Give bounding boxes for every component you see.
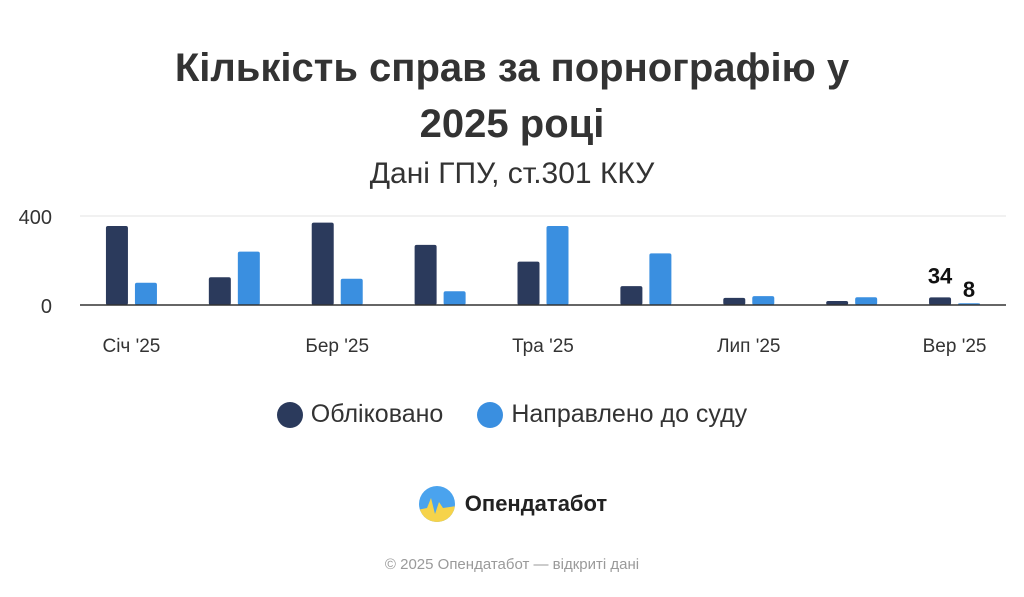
x-tick-label: Тра '25: [512, 336, 574, 357]
data-label: 8: [963, 277, 975, 302]
bar-registered: [929, 297, 952, 305]
bar-sent-to-court: [340, 278, 363, 305]
legend-label-registered: Обліковано: [310, 400, 444, 428]
legend-item-sent-to-court[interactable]: Направлено до суду: [477, 400, 747, 429]
opendatabot-logo-icon: [418, 486, 455, 522]
bar-sent-to-court: [649, 253, 672, 305]
bar-sent-to-court: [546, 226, 569, 305]
legend-label-sent-to-court: Направлено до суду: [511, 400, 748, 428]
bar-sent-to-court: [855, 297, 878, 305]
legend-marker-sent-to-court: [477, 401, 504, 428]
bar-sent-to-court: [443, 291, 466, 305]
legend-marker-registered: [276, 401, 303, 428]
chart-subtitle: Дані ГПУ, ст.301 ККУ: [369, 157, 655, 190]
bar-registered: [311, 222, 334, 305]
bar-registered: [414, 244, 437, 305]
bar-sent-to-court: [237, 251, 260, 305]
bar-sent-to-court: [134, 282, 157, 305]
bar-registered: [105, 226, 128, 305]
bar-sent-to-court: [752, 296, 775, 305]
x-tick-label: Бер '25: [305, 336, 369, 357]
bar-registered: [723, 297, 746, 305]
data-label: 34: [928, 263, 953, 288]
chart-title-line-1: Кількість справ за порнографію у: [174, 46, 850, 90]
bar-registered: [826, 300, 849, 305]
bar-registered: [517, 261, 540, 305]
chart-title: Кількість справ за порнографію у 2025 ро…: [0, 40, 1024, 152]
x-tick-label: Вер '25: [923, 336, 987, 357]
brand: Опендатабот: [0, 484, 1024, 524]
legend: Обліковано Направлено до суду: [0, 400, 1024, 429]
legend-item-registered[interactable]: Обліковано: [276, 400, 444, 429]
y-tick-label: 0: [41, 296, 52, 318]
y-tick-label: 400: [19, 207, 52, 229]
bar-chart: 0 400 Січ '25 Бер '25 Тра '25 Лип '25 Вер '25 3…: [19, 207, 1006, 357]
footer-copyright: © 2025 Опендатабот — відкриті дані: [384, 556, 640, 573]
bar-registered: [620, 286, 643, 305]
x-tick-label: Січ '25: [102, 336, 160, 357]
bar-registered: [208, 277, 231, 305]
brand-name: Опендатабот: [464, 491, 608, 516]
x-tick-label: Лип '25: [717, 336, 780, 357]
chart-title-line-2: 2025 році: [419, 102, 605, 146]
